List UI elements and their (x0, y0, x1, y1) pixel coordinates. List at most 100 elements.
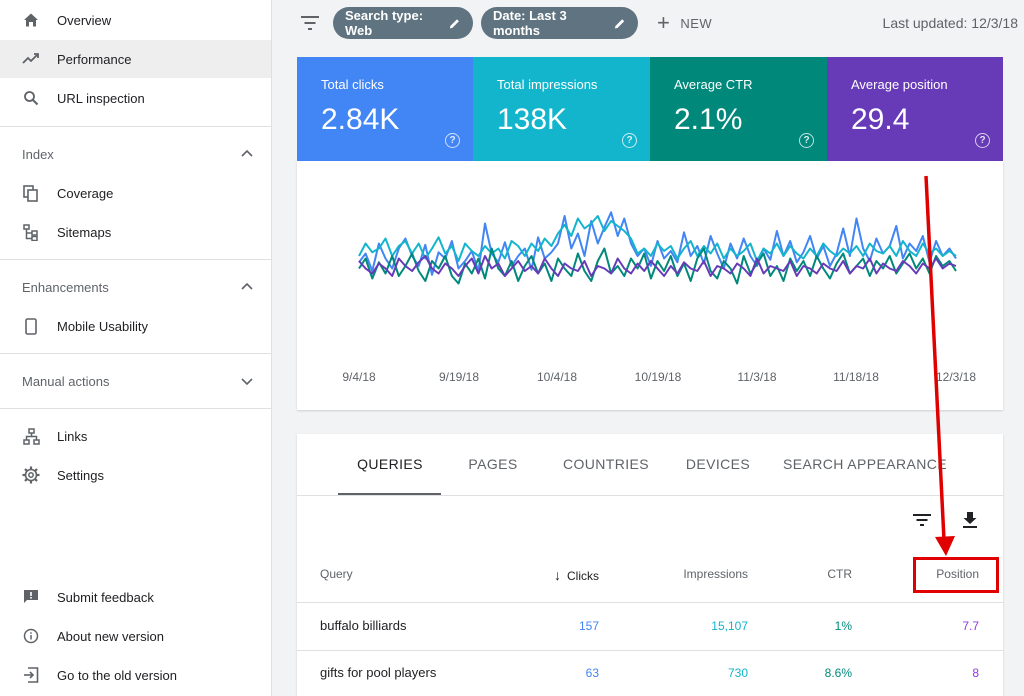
search-icon (22, 89, 40, 107)
sidebar-item-label: Submit feedback (57, 589, 154, 605)
metric-label: Average CTR (674, 77, 753, 92)
sidebar-item-performance[interactable]: Performance (0, 40, 271, 78)
tab-countries[interactable]: COUNTRIES (562, 456, 650, 472)
divider (0, 353, 271, 354)
sidebar-item-about-new-version[interactable]: About new version (0, 617, 271, 655)
plus-icon: + (657, 10, 671, 35)
sidebar-item-coverage[interactable]: Coverage (0, 174, 271, 212)
download-icon[interactable] (960, 510, 980, 530)
divider (297, 602, 1003, 603)
sidebar-item-label: Mobile Usability (57, 318, 149, 334)
new-filter-button[interactable]: + NEW (657, 12, 712, 34)
impressions-cell: 730 (727, 666, 748, 680)
metric-label: Total impressions (497, 77, 598, 92)
section-manual-actions-header[interactable]: Manual actions (0, 366, 271, 396)
chip-label: Date: Last 3 months (493, 8, 567, 38)
section-title: Manual actions (22, 373, 110, 389)
metric-card-average-ctr[interactable]: Average CTR 2.1% ? (650, 57, 827, 161)
trending-up-icon (22, 50, 40, 68)
pencil-icon (450, 18, 460, 28)
exit-icon (22, 666, 40, 684)
sidebar-item-label: Settings (57, 467, 104, 483)
column-header-query[interactable]: Query (320, 567, 353, 581)
metric-card-total-impressions[interactable]: Total impressions 138K ? (473, 57, 650, 161)
ctr-cell: 8.6% (824, 666, 852, 680)
series-line-0 (358, 211, 957, 276)
impressions-cell: 15,107 (711, 619, 748, 633)
sidebar-item-label: URL inspection (57, 90, 145, 106)
sidebar-item-label: Sitemaps (57, 224, 112, 240)
performance-line-chart[interactable] (297, 161, 1003, 361)
metric-card-average-position[interactable]: Average position 29.4 ? (827, 57, 1003, 161)
x-tick-label: 12/3/18 (935, 370, 977, 384)
sidebar-item-links[interactable]: Links (0, 417, 271, 455)
query-cell: buffalo billiards (320, 618, 407, 633)
feedback-icon (22, 588, 40, 606)
metric-card-total-clicks[interactable]: Total clicks 2.84K ? (297, 57, 473, 161)
column-header-position[interactable]: Position (936, 567, 979, 581)
help-icon[interactable]: ? (445, 133, 460, 148)
pencil-icon (615, 18, 625, 29)
column-header-impressions[interactable]: Impressions (683, 567, 748, 581)
help-icon[interactable]: ? (975, 133, 990, 148)
chevron-down-icon (241, 378, 253, 386)
x-tick-label: 9/4/18 (342, 370, 376, 384)
metric-label: Average position (851, 77, 948, 92)
divider (0, 259, 271, 260)
metric-value: 138K (497, 103, 568, 136)
metric-value: 2.84K (321, 103, 400, 136)
phone-icon (22, 317, 40, 335)
sidebar-item-mobile-usability[interactable]: Mobile Usability (0, 307, 271, 345)
query-cell: gifts for pool players (320, 665, 437, 680)
column-header-clicks[interactable]: ↓ Clicks (554, 567, 599, 583)
clicks-cell: 63 (585, 666, 599, 680)
position-cell: 8 (972, 666, 979, 680)
queries-table-card: QUERIES PAGES COUNTRIES DEVICES SEARCH A… (297, 434, 1003, 696)
help-icon[interactable]: ? (622, 133, 637, 148)
sitemap-icon (22, 223, 40, 241)
metric-value: 2.1% (674, 103, 743, 136)
divider (0, 408, 271, 409)
section-title: Index (22, 146, 54, 162)
tab-queries[interactable]: QUERIES (357, 456, 423, 472)
tab-search-appearance[interactable]: SEARCH APPEARANCE (783, 456, 947, 472)
x-tick-label: 10/4/18 (536, 370, 578, 384)
x-tick-label: 10/19/18 (634, 370, 682, 384)
new-label: NEW (680, 15, 713, 31)
sidebar-item-submit-feedback[interactable]: Submit feedback (0, 578, 271, 616)
gear-icon (22, 466, 40, 484)
sidebar-item-label: Links (57, 428, 88, 444)
tab-devices[interactable]: DEVICES (685, 456, 751, 472)
last-updated-text: Last updated: 12/3/18 (882, 15, 1018, 31)
sidebar: Overview Performance URL inspection Inde… (0, 0, 272, 696)
links-icon (22, 427, 40, 445)
sidebar-item-sitemaps[interactable]: Sitemaps (0, 213, 271, 251)
sort-descending-icon: ↓ (554, 567, 561, 583)
series-line-3 (358, 255, 957, 277)
sidebar-item-label: Overview (57, 12, 112, 28)
position-cell: 7.7 (962, 619, 979, 633)
column-header-label: Clicks (567, 569, 599, 583)
sidebar-item-url-inspection[interactable]: URL inspection (0, 79, 271, 117)
sidebar-item-overview[interactable]: Overview (0, 1, 271, 39)
filter-icon[interactable] (300, 14, 320, 32)
chevron-up-icon (241, 282, 253, 290)
x-tick-label: 11/3/18 (737, 370, 777, 384)
column-header-ctr[interactable]: CTR (827, 567, 852, 581)
sidebar-item-settings[interactable]: Settings (0, 456, 271, 494)
date-filter-chip[interactable]: Date: Last 3 months (481, 7, 638, 39)
info-icon (22, 627, 40, 645)
coverage-icon (22, 184, 40, 202)
help-icon[interactable]: ? (799, 133, 814, 148)
chip-label: Search type: Web (345, 8, 424, 38)
sidebar-item-label: Coverage (57, 185, 114, 201)
filter-icon[interactable] (912, 510, 932, 530)
tab-pages[interactable]: PAGES (468, 456, 518, 472)
divider (297, 650, 1003, 651)
search-type-filter-chip[interactable]: Search type: Web (333, 7, 473, 39)
sidebar-item-go-to-old-version[interactable]: Go to the old version (0, 656, 271, 694)
home-icon (22, 11, 40, 29)
section-enhancements-header[interactable]: Enhancements (0, 272, 271, 302)
section-index-header[interactable]: Index (0, 139, 271, 169)
top-bar: Search type: Web Date: Last 3 months + N… (273, 0, 1024, 46)
